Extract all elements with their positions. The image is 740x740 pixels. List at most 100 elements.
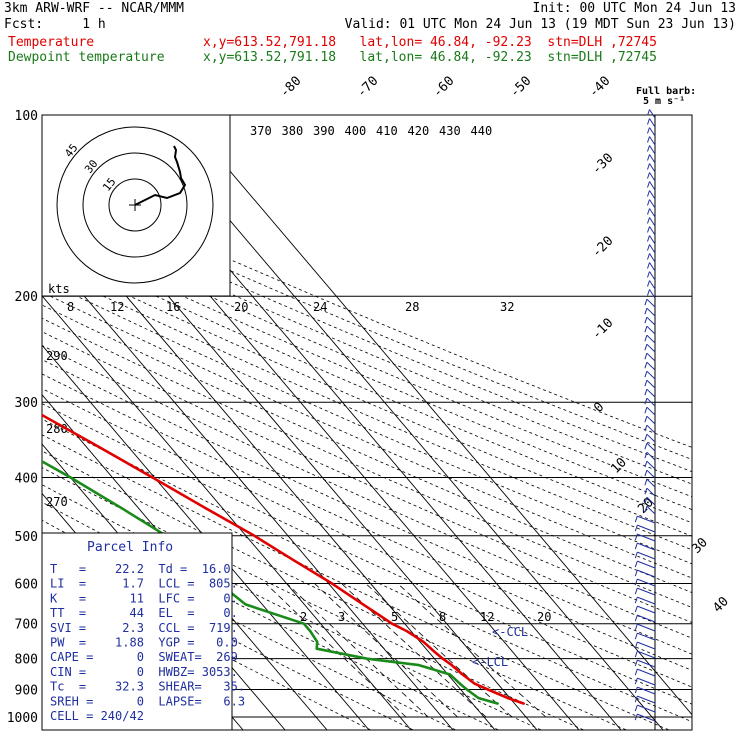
wind-barb	[637, 578, 656, 587]
wind-barb	[637, 659, 656, 668]
theta-labels: 370 380 390 400 410 420 430 440	[250, 124, 492, 138]
wind-barb-flag	[634, 605, 638, 613]
dewpoint-point	[120, 507, 123, 510]
mixing-ratio-line	[286, 583, 429, 718]
forecast-hour: Fcst: 1 h	[4, 17, 106, 32]
wind-barb-flag	[644, 416, 648, 423]
isotherm-label: -10	[589, 316, 616, 343]
dewpoint-location: x,y=613.52,791.18 lat,lon= 46.84, -92.23…	[203, 50, 657, 65]
wind-barb	[637, 551, 656, 560]
wind-barb	[637, 587, 656, 596]
wind-barb-flag	[647, 172, 650, 179]
dry-adiabat-line	[42, 317, 692, 608]
wind-barb	[637, 641, 656, 650]
wind-barb	[646, 442, 656, 452]
wind-barb-flag	[634, 632, 638, 640]
mixing-ratio-line	[265, 583, 407, 718]
theta-e-label: 270	[46, 495, 68, 509]
wind-barb	[649, 190, 656, 200]
wind-barb	[646, 433, 656, 443]
wind-barb	[649, 217, 656, 227]
wind-barb-flag	[647, 226, 650, 233]
wind-barb-flag	[644, 308, 648, 315]
lcl-marker: <-LCL	[472, 655, 508, 669]
wind-barb	[646, 298, 656, 308]
wind-barb	[649, 172, 656, 182]
wind-barb	[649, 226, 656, 236]
theta-label: 420	[408, 124, 430, 138]
wind-barb	[646, 478, 656, 488]
valid-time: Valid: 01 UTC Mon 24 Jun 13 (19 MDT Sun …	[344, 17, 736, 32]
theta-label: 370	[250, 124, 272, 138]
hodograph-ring	[56, 126, 214, 284]
dewpoint-point	[477, 696, 480, 700]
pressure-tick-label: 100	[15, 109, 38, 124]
hodograph-scale-label: 20	[234, 300, 248, 314]
isotherm-label: -20	[589, 234, 616, 261]
hodograph-scale-labels: 8 12 16 20 24 28 32	[67, 300, 514, 314]
wind-barb-flag	[644, 362, 648, 369]
temperature-point	[522, 702, 525, 705]
wind-barb-flag	[634, 542, 638, 550]
wind-barb	[637, 542, 656, 551]
theta-label: 400	[345, 124, 367, 138]
wind-barb-flag	[644, 299, 648, 306]
dry-adiabat-line	[42, 467, 584, 730]
pressure-tick-label: 600	[15, 577, 38, 592]
hodograph-rings	[56, 126, 214, 284]
temperature-point	[441, 657, 444, 660]
wind-barb-flag	[647, 190, 650, 197]
wind-barb-flag	[634, 524, 638, 532]
parcel-info-row: CELL = 240/42	[50, 709, 144, 723]
parcel-info-row: LI = 1.7 LCL = 805.	[50, 577, 238, 591]
wind-barb-flag	[647, 208, 650, 215]
wind-barb-flag	[634, 614, 638, 622]
dewpoint-point	[496, 702, 499, 705]
wind-barb	[649, 199, 656, 209]
hodograph-scale-label: 24	[313, 300, 327, 314]
wind-barb	[637, 713, 656, 722]
wind-barb-flag	[634, 641, 638, 649]
pressure-tick-label: 500	[15, 530, 38, 545]
parcel-info-row: CAPE = 0 SWEAT= 269	[50, 650, 238, 664]
temperature-location: x,y=613.52,791.18 lat,lon= 46.84, -92.23…	[203, 35, 657, 50]
wind-barb	[646, 505, 656, 515]
parcel-info-row: CIN = 0 HWBZ= 3053.	[50, 665, 238, 679]
wind-barb	[646, 316, 656, 326]
pressure-tick-label: 800	[15, 653, 38, 668]
isotherm-label: -40	[586, 74, 613, 101]
pressure-tick-label: 900	[15, 683, 38, 698]
wind-barb-flag	[644, 398, 648, 405]
wind-barb-flag	[634, 533, 638, 541]
temperature-point	[89, 441, 93, 444]
wind-barb	[637, 569, 656, 578]
temperature-trace	[42, 413, 525, 705]
isotherm-line	[42, 295, 412, 730]
wind-barb	[637, 524, 656, 533]
hodograph-ring	[108, 178, 162, 232]
mixing-ratio-line	[314, 583, 458, 718]
dewpoint-point	[69, 476, 72, 479]
wind-barb-flag	[647, 163, 650, 170]
wind-barb	[646, 397, 656, 407]
wind-barb	[646, 487, 656, 497]
wind-barbs	[634, 109, 656, 722]
temperature-point	[390, 622, 394, 625]
wind-barb	[649, 271, 656, 281]
wind-barb-flag	[647, 118, 650, 125]
dewpoint-legend-label: Dewpoint temperature	[8, 50, 165, 65]
wind-barb	[646, 379, 656, 389]
wind-barb-flag	[644, 353, 648, 360]
wind-barb-flag	[634, 551, 638, 559]
dry-adiabat-line	[42, 519, 456, 730]
wind-barb-flag	[644, 434, 648, 441]
isotherm-label: -30	[589, 151, 616, 178]
hodograph-trace	[134, 145, 187, 206]
temperature-point	[253, 534, 256, 537]
parcel-info-rows: T = 22.2 Td = 16.0LI = 1.7 LCL = 805.K =…	[50, 562, 245, 723]
wind-barb	[637, 596, 656, 605]
dewpoint-point	[309, 629, 312, 633]
wind-barb	[649, 118, 656, 128]
temperature-point	[330, 582, 333, 585]
